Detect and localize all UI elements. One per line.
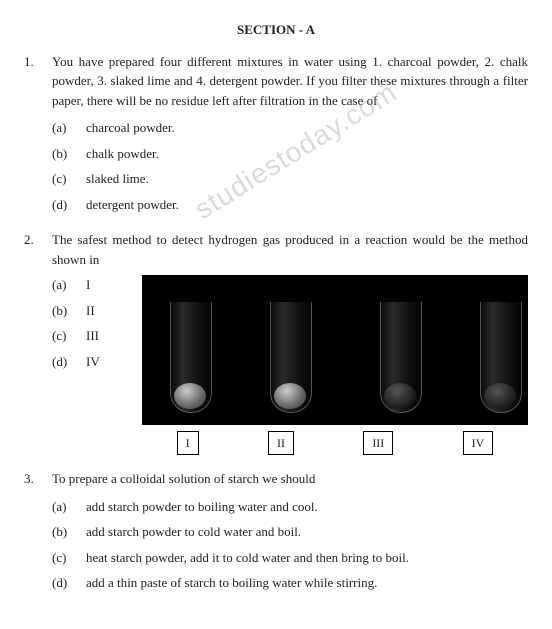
option-text: heat starch powder, add it to cold water… [86, 548, 528, 568]
image-label-3: III [363, 431, 393, 455]
option-label: (c) [52, 326, 86, 346]
option-label: (d) [52, 352, 86, 372]
q1-option-a: (a) charcoal powder. [52, 118, 528, 138]
tube-contents-light [274, 383, 306, 409]
q3-body: To prepare a colloidal solution of starc… [52, 469, 528, 599]
option-text: charcoal powder. [86, 118, 528, 138]
test-tube-3 [380, 293, 420, 413]
q2-option-c: (c) III [52, 326, 142, 346]
option-text: II [86, 301, 142, 321]
option-label: (d) [52, 573, 86, 593]
q3-option-d: (d) add a thin paste of starch to boilin… [52, 573, 528, 593]
question-3: 3. To prepare a colloidal solution of st… [24, 469, 528, 599]
q2-experiment-image [142, 275, 528, 425]
option-label: (c) [52, 548, 86, 568]
option-text: add a thin paste of starch to boiling wa… [86, 573, 528, 593]
test-tube-1 [170, 293, 210, 413]
option-text: III [86, 326, 142, 346]
option-text: IV [86, 352, 142, 372]
section-title: SECTION - A [24, 20, 528, 40]
question-1: 1. You have prepared four different mixt… [24, 52, 528, 221]
q2-text: The safest method to detect hydrogen gas… [52, 232, 528, 267]
q2-option-a: (a) I [52, 275, 142, 295]
question-2: 2. The safest method to detect hydrogen … [24, 230, 528, 455]
option-text: detergent powder. [86, 195, 528, 215]
option-label: (d) [52, 195, 86, 215]
option-label: (a) [52, 275, 86, 295]
q3-option-a: (a) add starch powder to boiling water a… [52, 497, 528, 517]
tube-contents-dark [384, 383, 416, 409]
q3-text: To prepare a colloidal solution of starc… [52, 471, 315, 486]
option-label: (a) [52, 497, 86, 517]
q1-body: You have prepared four different mixture… [52, 52, 528, 221]
q2-image-labels: I II III IV [142, 431, 528, 455]
q2-option-b: (b) II [52, 301, 142, 321]
option-label: (c) [52, 169, 86, 189]
tube-contents-light [174, 383, 206, 409]
option-label: (b) [52, 301, 86, 321]
q1-number: 1. [24, 52, 52, 221]
test-tube-2 [270, 293, 310, 413]
q2-options: (a) I (b) II (c) III (d) IV [52, 275, 142, 377]
test-tube-4 [480, 293, 520, 413]
q3-option-c: (c) heat starch powder, add it to cold w… [52, 548, 528, 568]
q3-options: (a) add starch powder to boiling water a… [52, 497, 528, 593]
option-label: (a) [52, 118, 86, 138]
image-label-2: II [268, 431, 294, 455]
q1-option-b: (b) chalk powder. [52, 144, 528, 164]
q2-number: 2. [24, 230, 52, 455]
option-label: (b) [52, 144, 86, 164]
option-text: slaked lime. [86, 169, 528, 189]
q2-option-d: (d) IV [52, 352, 142, 372]
option-text: I [86, 275, 142, 295]
option-text: add starch powder to boiling water and c… [86, 497, 528, 517]
q1-options: (a) charcoal powder. (b) chalk powder. (… [52, 118, 528, 214]
image-label-4: IV [463, 431, 494, 455]
q1-text: You have prepared four different mixture… [52, 54, 528, 108]
q1-option-d: (d) detergent powder. [52, 195, 528, 215]
q2-body: The safest method to detect hydrogen gas… [52, 230, 528, 455]
q3-number: 3. [24, 469, 52, 599]
tube-contents-dark [484, 383, 516, 409]
image-label-1: I [177, 431, 199, 455]
option-text: chalk powder. [86, 144, 528, 164]
q1-option-c: (c) slaked lime. [52, 169, 528, 189]
